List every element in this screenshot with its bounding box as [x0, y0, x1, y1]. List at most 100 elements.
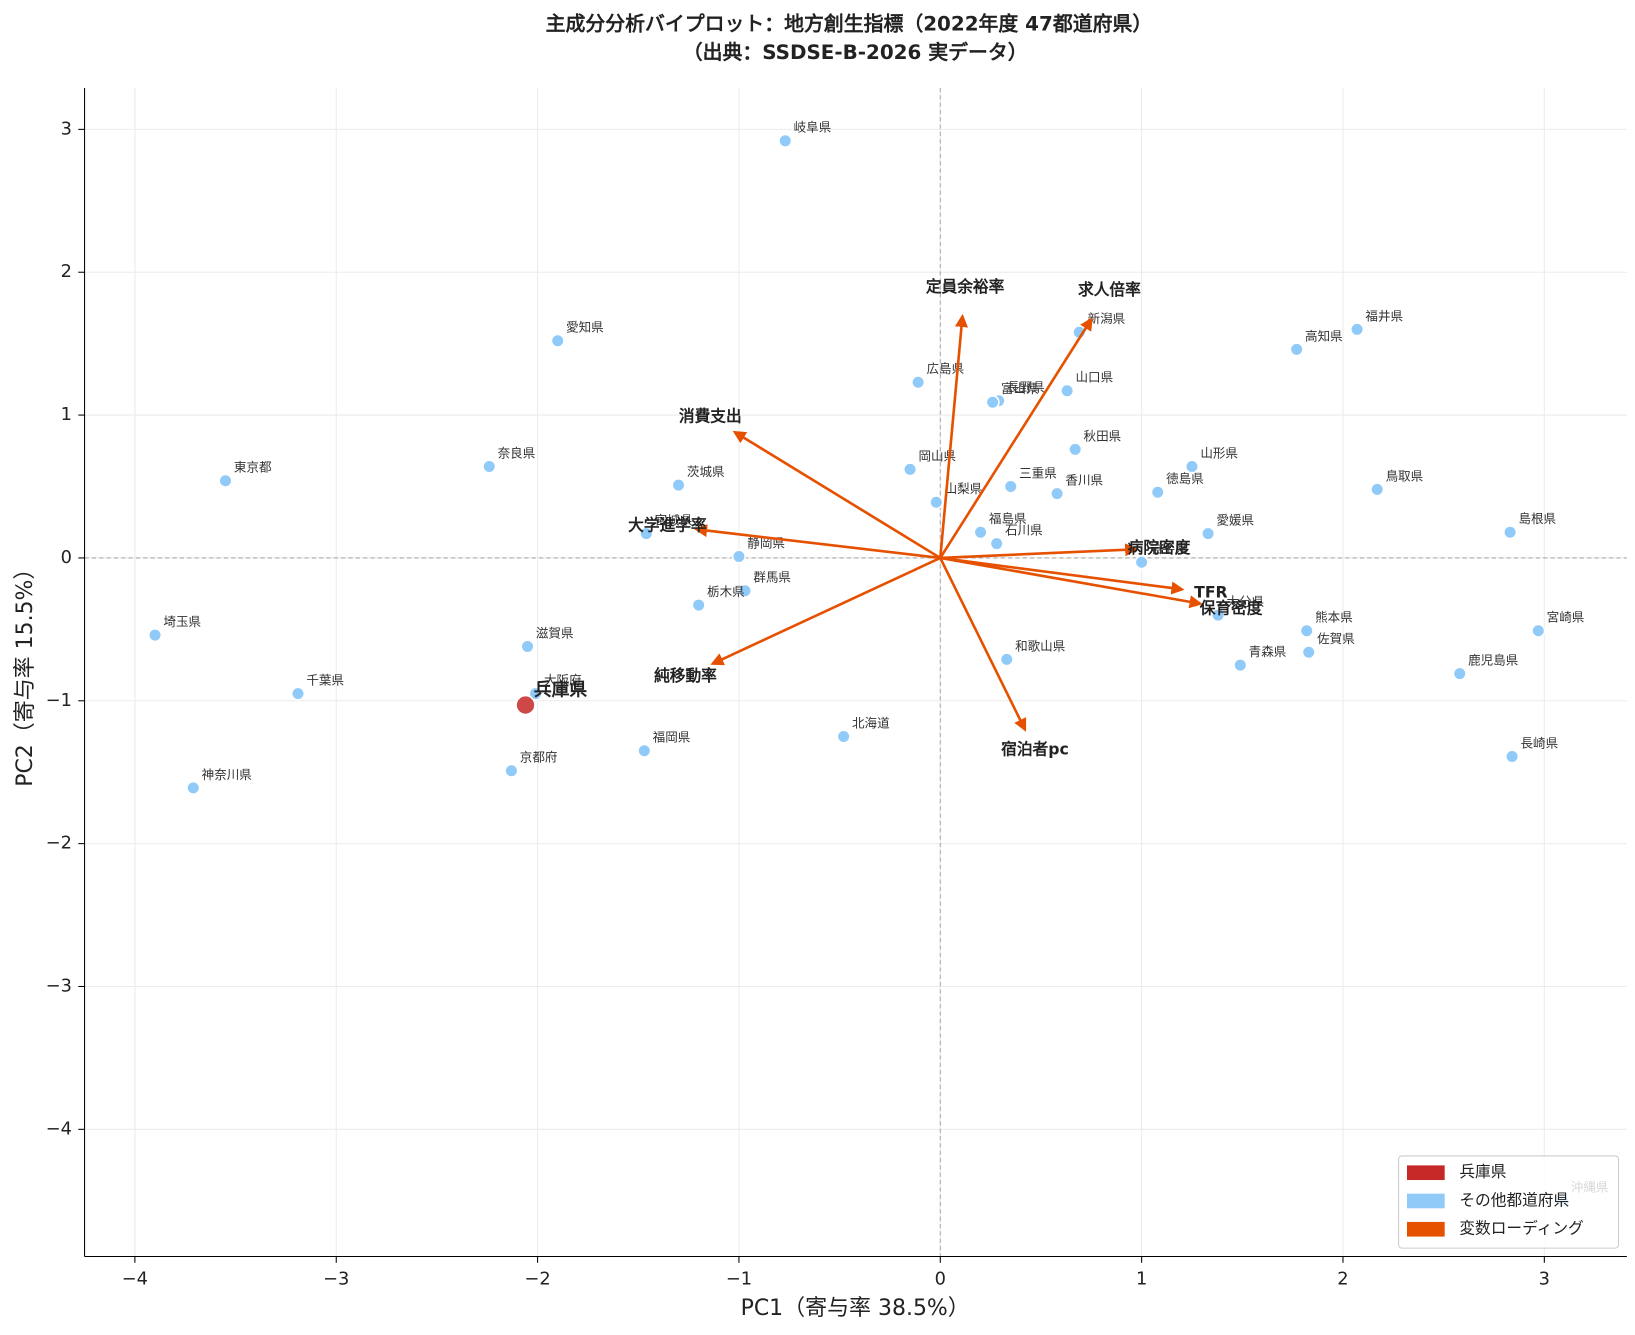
prefecture-point: [1301, 645, 1316, 660]
prefecture-point: [528, 686, 543, 701]
point-label: 福井県: [1365, 308, 1403, 323]
prefecture-point: [1503, 525, 1518, 540]
x-tick-label: −2: [524, 1269, 550, 1290]
y-tick-label: −2: [46, 833, 72, 854]
prefecture-point: [671, 478, 686, 493]
x-axis-label: PC1（寄与率 38.5%）: [741, 1296, 970, 1321]
legend-swatch: [1406, 1165, 1445, 1181]
prefecture-point: [973, 525, 988, 540]
prefecture-point: [1184, 459, 1200, 474]
legend-swatch: [1406, 1221, 1445, 1237]
point-label: 千葉県: [306, 673, 344, 688]
x-tick-label: 2: [1337, 1269, 1348, 1290]
prefecture-point: [911, 375, 926, 390]
point-label: 岐阜県: [794, 120, 832, 135]
point-label: 神奈川県: [202, 767, 253, 782]
chart-title: 主成分分析バイプロット：地方創生指標（2022年度 47都道府県）: [546, 13, 1153, 36]
point-label: 京都府: [520, 750, 558, 765]
legend-swatch: [1406, 1193, 1445, 1209]
prefecture-point: [639, 526, 654, 541]
prefecture-point: [1531, 623, 1546, 638]
prefecture-point: [1505, 749, 1520, 764]
point-label: 山梨県: [945, 481, 983, 496]
point-label: 石川県: [1005, 523, 1043, 538]
point-label: 佐賀県: [1317, 631, 1355, 646]
y-tick-label: 3: [61, 118, 72, 139]
prefecture-point: [550, 333, 565, 348]
prefecture-point: [1003, 479, 1018, 494]
loading-label: 定員余裕率: [926, 277, 1005, 296]
prefecture-point: [1289, 342, 1304, 357]
point-label: 高知県: [1305, 328, 1343, 343]
point-label: 大阪府: [544, 673, 582, 688]
point-label: 奈良県: [498, 445, 536, 460]
prefecture-point: [1134, 555, 1149, 570]
point-label: 山口県: [1076, 370, 1114, 385]
prefecture-point: [218, 473, 233, 488]
prefecture-point: [929, 495, 944, 510]
prefecture-point: [290, 686, 306, 701]
prefecture-point: [836, 729, 851, 744]
loading-arrow: [938, 313, 968, 559]
loading-label: 病院密度: [1128, 538, 1191, 557]
prefecture-point: [1060, 383, 1075, 398]
y-tick-label: 0: [61, 547, 72, 568]
point-label: 広島県: [927, 361, 965, 376]
prefecture-point: [985, 395, 1000, 410]
y-tick-label: 2: [61, 261, 72, 282]
point-label: 和歌山県: [1015, 638, 1066, 653]
prefecture-point: [731, 549, 747, 564]
x-tick-label: −4: [122, 1269, 148, 1290]
point-label: 長野県: [1007, 380, 1045, 395]
point-label: 山形県: [1200, 445, 1238, 460]
prefecture-point: [999, 652, 1014, 667]
prefecture-point: [778, 133, 793, 148]
loading-label: 求人倍率: [1078, 280, 1141, 299]
loading-label: 宿泊者pc: [1001, 739, 1069, 758]
point-label: 長崎県: [1520, 735, 1558, 750]
point-label: 青森県: [1249, 644, 1287, 659]
loading-arrow: [939, 557, 1027, 732]
x-tick-label: 0: [935, 1269, 946, 1290]
point-label: 滋賀県: [536, 625, 574, 640]
point-label: 大分県: [1227, 594, 1265, 609]
loading-label: 大学進学率: [628, 515, 707, 534]
point-label: 埼玉県: [163, 614, 201, 629]
loading-arrow: [694, 524, 941, 560]
x-tick-label: 1: [1136, 1269, 1147, 1290]
x-tick-label: −1: [726, 1269, 752, 1290]
point-label: 茨城県: [687, 464, 725, 479]
y-axis-label: PC2（寄与率 15.5%）: [13, 558, 38, 787]
prefecture-point: [691, 598, 706, 613]
prefecture-point: [903, 462, 918, 477]
prefecture-point: [147, 628, 163, 643]
point-label: 香川県: [1065, 473, 1103, 488]
point-label: 岩手県: [1150, 541, 1188, 556]
loading-arrow: [732, 430, 941, 560]
legend-label: 兵庫県: [1459, 1162, 1506, 1181]
prefecture-point: [737, 583, 753, 598]
prefecture-point: [482, 459, 497, 474]
x-tick-label: 3: [1539, 1269, 1550, 1290]
point-label: 徳島県: [1166, 471, 1204, 486]
loading-arrow: [939, 317, 1093, 559]
hyogo-label: 兵庫県: [534, 678, 588, 700]
y-tick-label: 1: [61, 404, 72, 425]
prefecture-point: [1452, 666, 1467, 681]
y-tick-label: −3: [46, 975, 72, 996]
loading-arrow: [940, 556, 1203, 609]
prefecture-point: [1211, 608, 1226, 623]
point-label: 愛知県: [566, 320, 604, 335]
loading-label: 純移動率: [654, 666, 717, 685]
point-label: 福岡県: [653, 730, 691, 745]
point-label: 秋田県: [1084, 428, 1122, 443]
point-label: 宮崎県: [1547, 610, 1585, 625]
prefecture-point: [1068, 442, 1083, 457]
chart-subtitle: （出典：SSDSE-B-2026 実データ）: [683, 41, 1028, 64]
prefecture-point: [186, 780, 201, 795]
prefecture-point: [989, 536, 1004, 551]
point-label: 群馬県: [753, 570, 791, 585]
point-label: 富山県: [1001, 381, 1039, 396]
